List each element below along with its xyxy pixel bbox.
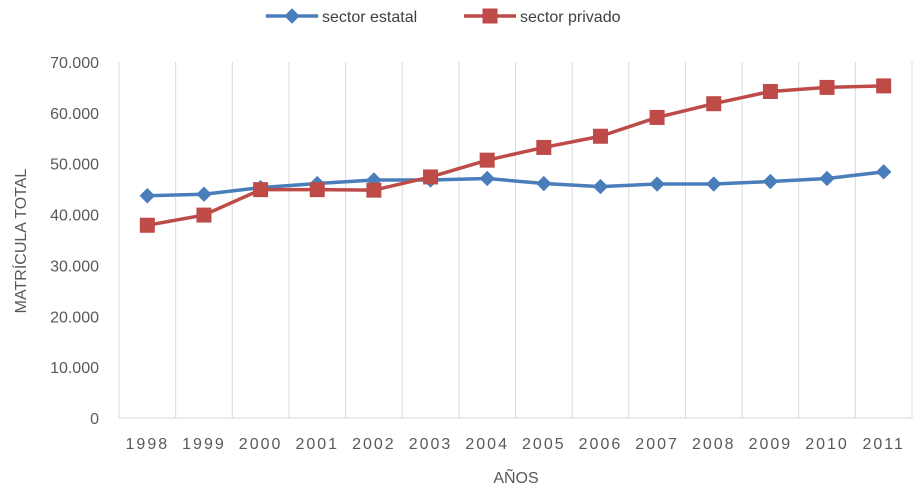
data-point-estatal <box>706 176 722 192</box>
x-tick-label: 2006 <box>579 436 623 453</box>
data-point-estatal <box>819 170 835 187</box>
y-tick-label: 40.000 <box>50 208 99 225</box>
data-point-privado <box>649 109 665 125</box>
data-point-privado <box>196 207 212 223</box>
y-tick-label: 70.000 <box>50 55 99 72</box>
y-axis-title: MATRÍCULA TOTAL <box>11 169 30 314</box>
x-tick-label: 2005 <box>522 436 566 453</box>
data-point-estatal <box>649 176 665 192</box>
data-point-privado <box>876 78 892 94</box>
y-tick-label: 30.000 <box>50 258 99 275</box>
y-tick-label: 0 <box>90 411 99 428</box>
x-axis-title: AÑOS <box>493 467 538 487</box>
data-point-estatal <box>196 186 212 202</box>
data-point-privado <box>536 139 552 155</box>
grid-lines <box>118 62 913 418</box>
data-point-estatal <box>592 178 609 195</box>
legend-label-privado: sector privado <box>520 9 621 26</box>
series-line-estatal <box>147 170 884 198</box>
x-tick-label: 2004 <box>465 436 509 453</box>
data-point-privado <box>706 96 722 112</box>
data-point-privado <box>253 182 269 198</box>
data-point-estatal <box>536 175 552 192</box>
y-tick-label: 60.000 <box>50 106 99 123</box>
x-tick-label: 2003 <box>409 436 453 453</box>
y-tick-label: 20.000 <box>50 309 99 326</box>
x-tick-label: 2007 <box>635 436 679 453</box>
data-point-privado <box>366 182 382 198</box>
legend-marker-estatal <box>284 8 300 24</box>
x-tick-label: 2008 <box>692 436 736 453</box>
legend: sector estatal sector privado <box>266 8 621 26</box>
x-tick-label: 2010 <box>805 436 849 453</box>
legend-marker-privado <box>482 8 498 24</box>
data-point-privado <box>139 217 155 233</box>
data-point-estatal <box>139 188 156 204</box>
x-tick-label: 2011 <box>862 436 904 453</box>
data-point-privado <box>819 79 835 95</box>
x-tick-label: 2009 <box>749 436 793 453</box>
y-tick-label: 50.000 <box>50 157 99 174</box>
y-tick-label: 10.000 <box>50 360 99 377</box>
x-tick-label: 2001 <box>295 436 339 453</box>
x-tick-label: 2000 <box>239 436 283 453</box>
x-tick-label: 1998 <box>126 436 170 453</box>
x-tick-label: 2002 <box>352 436 396 453</box>
data-point-estatal <box>875 164 892 180</box>
data-point-privado <box>423 169 439 185</box>
legend-label-estatal: sector estatal <box>322 9 417 26</box>
series-line-privado <box>147 84 884 227</box>
data-point-privado <box>479 152 495 168</box>
tick-labels: 0 10.000 20.000 30.000 40.000 50.000 60.000 70.… <box>50 55 904 453</box>
data-point-estatal <box>479 170 495 187</box>
x-tick-label: 1999 <box>182 436 226 453</box>
data-point-estatal <box>762 173 779 190</box>
data-point-privado <box>762 83 778 99</box>
series-layer <box>139 78 892 233</box>
data-point-privado <box>309 182 325 198</box>
data-point-privado <box>592 128 608 144</box>
